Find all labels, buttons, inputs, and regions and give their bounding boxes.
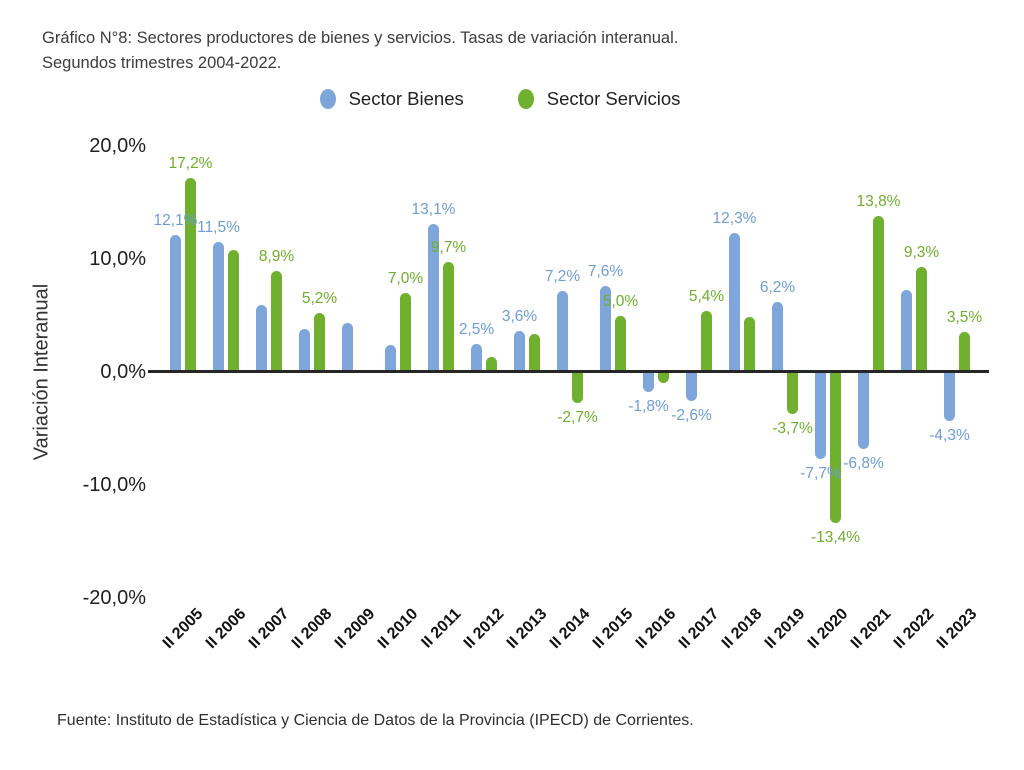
bar-bienes-II-2020 xyxy=(815,372,826,459)
bar-bienes-II-2009 xyxy=(342,323,353,372)
bar-label-servicios-II-2019: -3,7% xyxy=(772,419,813,437)
bar-label-bienes-II-2020: -7,7% xyxy=(800,465,841,482)
bar-label-bienes-II-2023: -4,3% xyxy=(929,426,970,444)
bar-label-servicios-II-2014: -2,7% xyxy=(557,408,598,426)
legend-label-servicios: Sector Servicios xyxy=(546,88,681,109)
bar-label-servicios-II-2022: 9,3% xyxy=(903,243,940,261)
legend-item-bienes: Sector Bienes xyxy=(319,88,464,110)
legend-item-servicios: Sector Servicios xyxy=(517,88,681,110)
bar-servicios-II-2015 xyxy=(615,315,626,372)
bar-servicios-II-2014 xyxy=(572,372,583,403)
bar-label-bienes-II-2011: 13,1% xyxy=(411,200,456,218)
bar-label-bienes-II-2016: -1,8% xyxy=(628,398,669,416)
bar-label-bienes-II-2012: 2,5% xyxy=(458,320,495,338)
bar-bienes-II-2010 xyxy=(385,344,396,372)
bar-servicios-II-2012 xyxy=(486,357,497,372)
bar-bienes-II-2012 xyxy=(471,343,482,372)
bar-label-servicios-II-2011: 9,7% xyxy=(430,239,467,257)
bar-bienes-II-2019 xyxy=(772,301,783,372)
bar-servicios-II-2022 xyxy=(916,266,927,372)
y-tick-label: -20,0% xyxy=(82,587,146,609)
legend-label-bienes: Sector Bienes xyxy=(348,88,464,109)
bar-bienes-II-2013 xyxy=(514,331,525,372)
bar-label-bienes-II-2017: -2,6% xyxy=(671,407,712,425)
bar-label-bienes-II-2018: 12,3% xyxy=(712,210,757,227)
bar-label-servicios-II-2010: 7,0% xyxy=(387,269,424,287)
bar-servicios-II-2006 xyxy=(228,249,239,372)
y-tick-label: 0,0% xyxy=(100,361,146,383)
chart-title-line1: Gráfico N°8: Sectores productores de bie… xyxy=(42,29,679,47)
bar-servicios-II-2023 xyxy=(959,332,970,372)
bar-servicios-II-2007 xyxy=(271,271,282,372)
bar-label-servicios-II-2015: 5,0% xyxy=(602,292,639,310)
bar-servicios-II-2011 xyxy=(443,262,454,372)
bar-bienes-II-2008 xyxy=(299,329,310,372)
bar-label-servicios-II-2021: 13,8% xyxy=(856,193,901,211)
bar-bienes-II-2014 xyxy=(557,290,568,372)
bar-bienes-II-2007 xyxy=(256,305,267,372)
bar-servicios-II-2018 xyxy=(744,316,755,372)
y-tick-label: -10,0% xyxy=(82,474,146,496)
bar-bienes-II-2005 xyxy=(170,235,181,372)
bar-servicios-II-2019 xyxy=(787,372,798,414)
bar-servicios-II-2005 xyxy=(185,177,196,372)
bar-servicios-II-2016 xyxy=(658,372,669,384)
bar-servicios-II-2020 xyxy=(830,372,841,524)
bar-label-servicios-II-2017: 5,4% xyxy=(688,287,725,305)
bar-servicios-II-2010 xyxy=(400,292,411,372)
chart-title: Gráfico N°8: Sectores productores de bie… xyxy=(42,26,972,75)
bar-bienes-II-2018 xyxy=(729,233,740,372)
bar-servicios-II-2021 xyxy=(873,216,884,372)
bar-label-bienes-II-2013: 3,6% xyxy=(501,308,538,326)
bar-label-bienes-II-2015: 7,6% xyxy=(587,263,624,281)
bar-bienes-II-2017 xyxy=(686,372,697,402)
bar-bienes-II-2011 xyxy=(428,223,439,372)
y-tick-label: 10,0% xyxy=(89,248,146,270)
servicios-marker-icon xyxy=(517,89,534,109)
bar-servicios-II-2017 xyxy=(701,310,712,372)
bar-bienes-II-2016 xyxy=(643,372,654,393)
bar-label-bienes-II-2019: 6,2% xyxy=(759,278,796,296)
chart-title-line2: Segundos trimestres 2004-2022. xyxy=(42,53,282,72)
bar-label-bienes-II-2021: -6,8% xyxy=(843,454,884,472)
source-text: Fuente: Instituto de Estadística y Cienc… xyxy=(57,712,694,729)
bar-label-servicios-II-2007: 8,9% xyxy=(258,248,295,266)
bar-bienes-II-2015 xyxy=(600,286,611,372)
bienes-marker-icon xyxy=(319,89,336,109)
bar-label-bienes-II-2014: 7,2% xyxy=(544,267,581,285)
bar-bienes-II-2022 xyxy=(901,289,912,372)
bar-servicios-II-2008 xyxy=(314,313,325,372)
bar-label-servicios-II-2008: 5,2% xyxy=(301,290,338,308)
bar-bienes-II-2023 xyxy=(944,372,955,421)
bar-label-bienes-II-2005: 12,1% xyxy=(153,212,198,230)
bar-label-servicios-II-2023: 3,5% xyxy=(946,309,983,327)
bar-label-servicios-II-2020: -13,4% xyxy=(810,529,861,547)
zero-axis-line xyxy=(148,370,989,373)
bar-bienes-II-2021 xyxy=(858,372,869,449)
bar-bienes-II-2006 xyxy=(213,242,224,372)
bar-servicios-II-2013 xyxy=(529,333,540,372)
y-tick-label: 20,0% xyxy=(89,135,146,157)
legend: Sector Bienes Sector Servicios xyxy=(0,88,1000,110)
bar-label-servicios-II-2005: 17,2% xyxy=(168,154,213,172)
bar-label-bienes-II-2006: 11,5% xyxy=(197,219,240,237)
